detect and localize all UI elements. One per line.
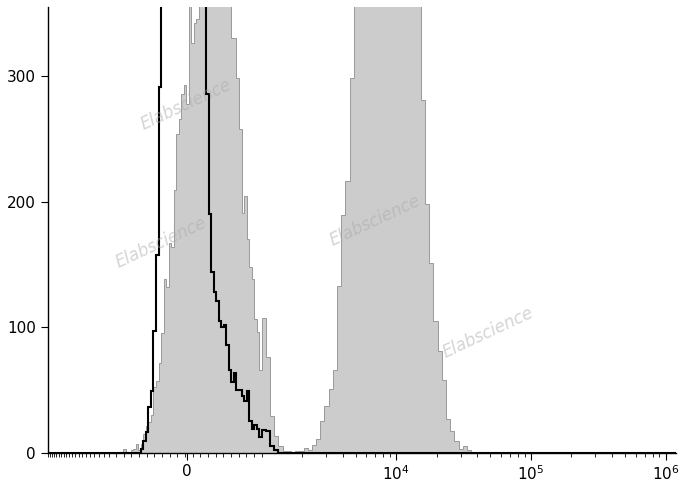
Text: Elabscience: Elabscience — [326, 192, 423, 250]
Text: Elabscience: Elabscience — [440, 303, 536, 361]
Text: Elabscience: Elabscience — [138, 76, 235, 134]
Text: Elabscience: Elabscience — [113, 214, 209, 272]
Polygon shape — [47, 0, 676, 453]
